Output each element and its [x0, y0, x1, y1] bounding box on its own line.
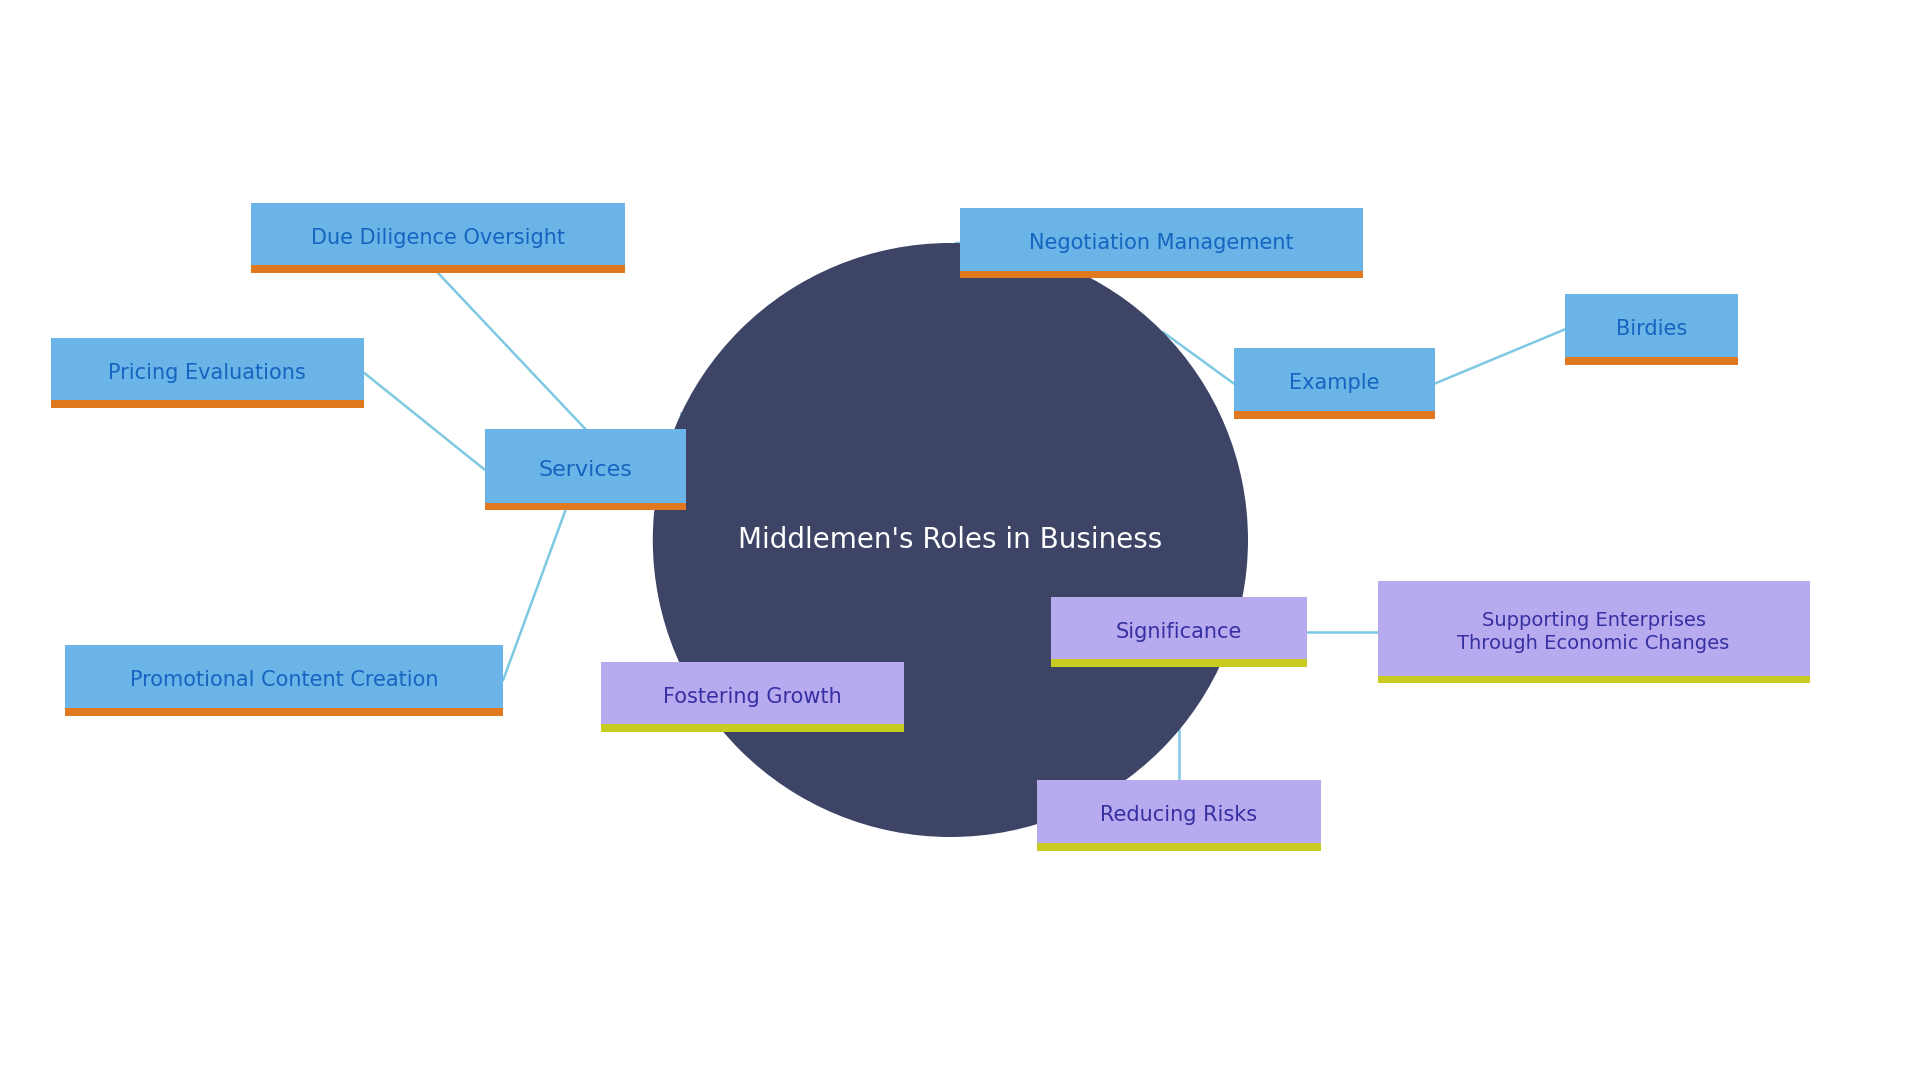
- FancyBboxPatch shape: [1052, 596, 1306, 666]
- Text: Due Diligence Oversight: Due Diligence Oversight: [311, 228, 564, 247]
- FancyBboxPatch shape: [1565, 294, 1738, 365]
- FancyBboxPatch shape: [1377, 676, 1809, 684]
- FancyBboxPatch shape: [50, 337, 365, 407]
- FancyBboxPatch shape: [1233, 410, 1434, 418]
- FancyBboxPatch shape: [960, 270, 1363, 278]
- Text: Birdies: Birdies: [1615, 320, 1688, 339]
- FancyBboxPatch shape: [65, 645, 503, 715]
- Text: Supporting Enterprises
Through Economic Changes: Supporting Enterprises Through Economic …: [1457, 610, 1730, 653]
- Text: Fostering Growth: Fostering Growth: [662, 687, 843, 706]
- FancyBboxPatch shape: [250, 265, 626, 272]
- FancyBboxPatch shape: [50, 400, 365, 407]
- FancyBboxPatch shape: [960, 207, 1363, 278]
- FancyBboxPatch shape: [601, 724, 904, 732]
- FancyBboxPatch shape: [484, 430, 687, 511]
- Text: Example: Example: [1288, 374, 1380, 393]
- Text: Services: Services: [540, 460, 632, 480]
- FancyBboxPatch shape: [601, 661, 904, 732]
- FancyBboxPatch shape: [1037, 780, 1321, 851]
- FancyBboxPatch shape: [250, 203, 626, 272]
- Text: Middlemen's Roles in Business: Middlemen's Roles in Business: [739, 526, 1162, 554]
- FancyBboxPatch shape: [1377, 581, 1809, 684]
- FancyBboxPatch shape: [1052, 659, 1306, 666]
- FancyBboxPatch shape: [1565, 356, 1738, 365]
- Ellipse shape: [653, 243, 1248, 837]
- Text: Reducing Risks: Reducing Risks: [1100, 806, 1258, 825]
- Text: Negotiation Management: Negotiation Management: [1029, 233, 1294, 253]
- FancyBboxPatch shape: [484, 503, 687, 511]
- Text: Promotional Content Creation: Promotional Content Creation: [131, 671, 438, 690]
- Text: Significance: Significance: [1116, 622, 1242, 642]
- Text: Pricing Evaluations: Pricing Evaluations: [109, 363, 305, 382]
- FancyBboxPatch shape: [1233, 348, 1434, 418]
- FancyBboxPatch shape: [65, 708, 503, 715]
- FancyBboxPatch shape: [1037, 842, 1321, 851]
